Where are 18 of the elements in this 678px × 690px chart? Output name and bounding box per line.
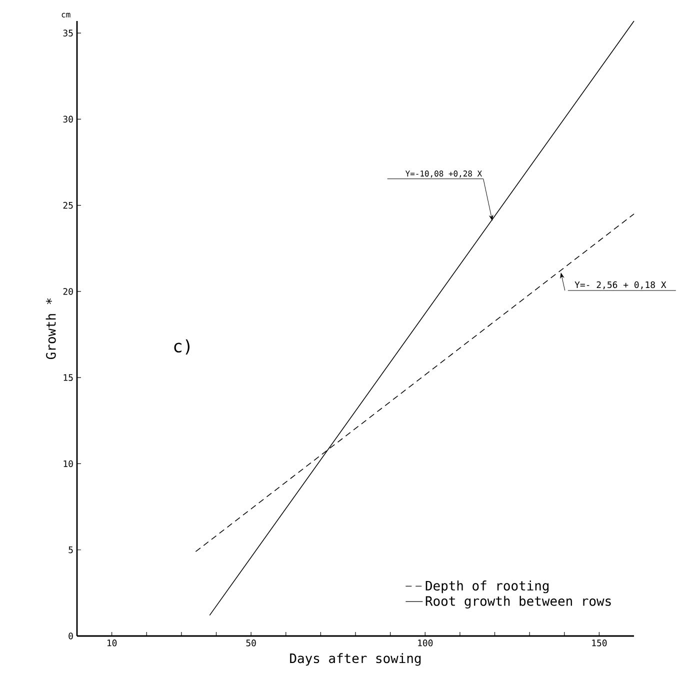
annotation: c) (174, 339, 190, 354)
annotation: Y=- 2,56 + 0,18 X (574, 281, 666, 290)
x-tick-label: 50 (246, 640, 256, 646)
x-tick-label: 100 (418, 640, 433, 646)
y-tick-label: 35 (63, 30, 73, 36)
y-tick-label: 10 (64, 460, 73, 468)
y-tick-label: 5 (68, 546, 73, 554)
legend-label: Depth of rooting (426, 580, 549, 594)
y-tick-label: 25 (63, 202, 73, 209)
x-tick-label: 10 (107, 640, 117, 646)
legend-label: Root growth between rows (426, 596, 611, 609)
x-tick-label: 150 (592, 640, 607, 646)
y-tick-label: 20 (63, 288, 73, 295)
y-tick-label: 0 (68, 632, 73, 640)
y-tick-label: 30 (63, 116, 73, 123)
x-axis-title: Days after sowing (290, 653, 421, 666)
y-tick-label: 15 (64, 374, 73, 381)
y-axis-title: Growth * (46, 298, 56, 360)
